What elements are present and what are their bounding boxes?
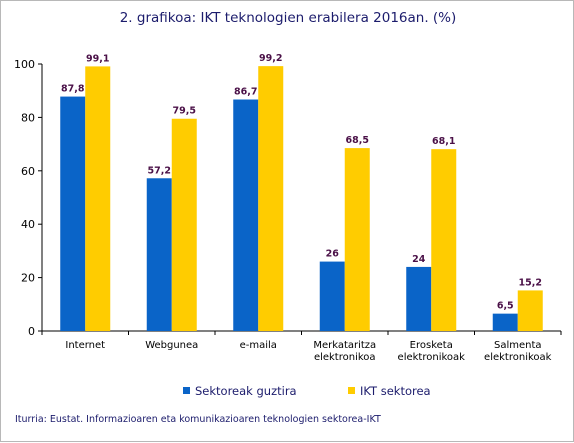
bar-ikt-sektorea	[258, 66, 284, 332]
bar-value-label: 99,1	[86, 53, 109, 64]
bar-ikt-sektorea	[85, 66, 111, 331]
y-tick-label: 20	[21, 272, 35, 285]
legend-label: IKT sektorea	[360, 384, 431, 398]
bar-ikt-sektorea	[517, 290, 543, 331]
category-label: Erosketa	[410, 340, 453, 351]
bar-value-label: 15,2	[519, 277, 542, 288]
bar-sektoreak-guztira	[492, 313, 518, 331]
bar-value-label: 86,7	[234, 87, 257, 98]
category-label: Webgunea	[145, 340, 198, 351]
legend: Sektoreak guztira IKT sektorea	[183, 384, 431, 398]
bar-value-label: 87,8	[61, 84, 85, 95]
category-label: elektronikoa	[314, 352, 376, 363]
category-label: e-maila	[240, 340, 277, 351]
bar-sektoreak-guztira	[406, 266, 432, 331]
y-tick-label: 0	[28, 325, 35, 338]
legend-swatch	[183, 387, 190, 394]
chart-title: 2. grafikoa: IKT teknologien erabilera 2…	[120, 10, 457, 26]
category-label: Merkataritza	[313, 340, 376, 351]
category-labels: Internet Webgunea e-maila Merkataritzaelekt…	[65, 340, 551, 363]
y-tick-label: 80	[21, 111, 35, 124]
bar-ikt-sektorea	[431, 149, 457, 331]
bar-value-label: 26	[326, 249, 340, 260]
category-label: elektronikoak	[398, 352, 466, 363]
value-labels: 87,8 99,1 57,2 79,5 86,7 99,2 26 68,5 24 68,1 6,5 1…	[61, 53, 542, 312]
bar-value-label: 68,5	[346, 135, 369, 146]
bar-value-label: 57,2	[148, 165, 171, 176]
bar-sektoreak-guztira	[60, 96, 86, 331]
bar-value-label: 68,1	[432, 136, 455, 147]
category-label: Internet	[65, 340, 105, 351]
axes: 0 20 40 60 80 100	[14, 58, 562, 338]
y-tick-label: 40	[21, 218, 35, 231]
source-note: Iturria: Eustat. Informazioaren eta komu…	[15, 414, 381, 425]
category-label: elektronikoak	[484, 352, 552, 363]
bar-ikt-sektorea	[344, 148, 370, 331]
bar-sektoreak-guztira	[146, 178, 172, 331]
legend-swatch	[348, 387, 355, 394]
bar-value-label: 24	[412, 254, 426, 265]
y-tick-label: 100	[14, 58, 35, 71]
category-label: Salmenta	[494, 340, 542, 351]
bar-sektoreak-guztira	[233, 99, 259, 331]
bar-value-label: 99,2	[259, 53, 282, 64]
bar-sektoreak-guztira	[319, 261, 345, 331]
legend-label: Sektoreak guztira	[195, 384, 297, 398]
bar-ikt-sektorea	[171, 118, 197, 331]
bar-value-label: 6,5	[497, 301, 514, 312]
bars	[60, 66, 543, 332]
y-tick-label: 60	[21, 165, 35, 178]
bar-value-label: 79,5	[173, 106, 196, 117]
